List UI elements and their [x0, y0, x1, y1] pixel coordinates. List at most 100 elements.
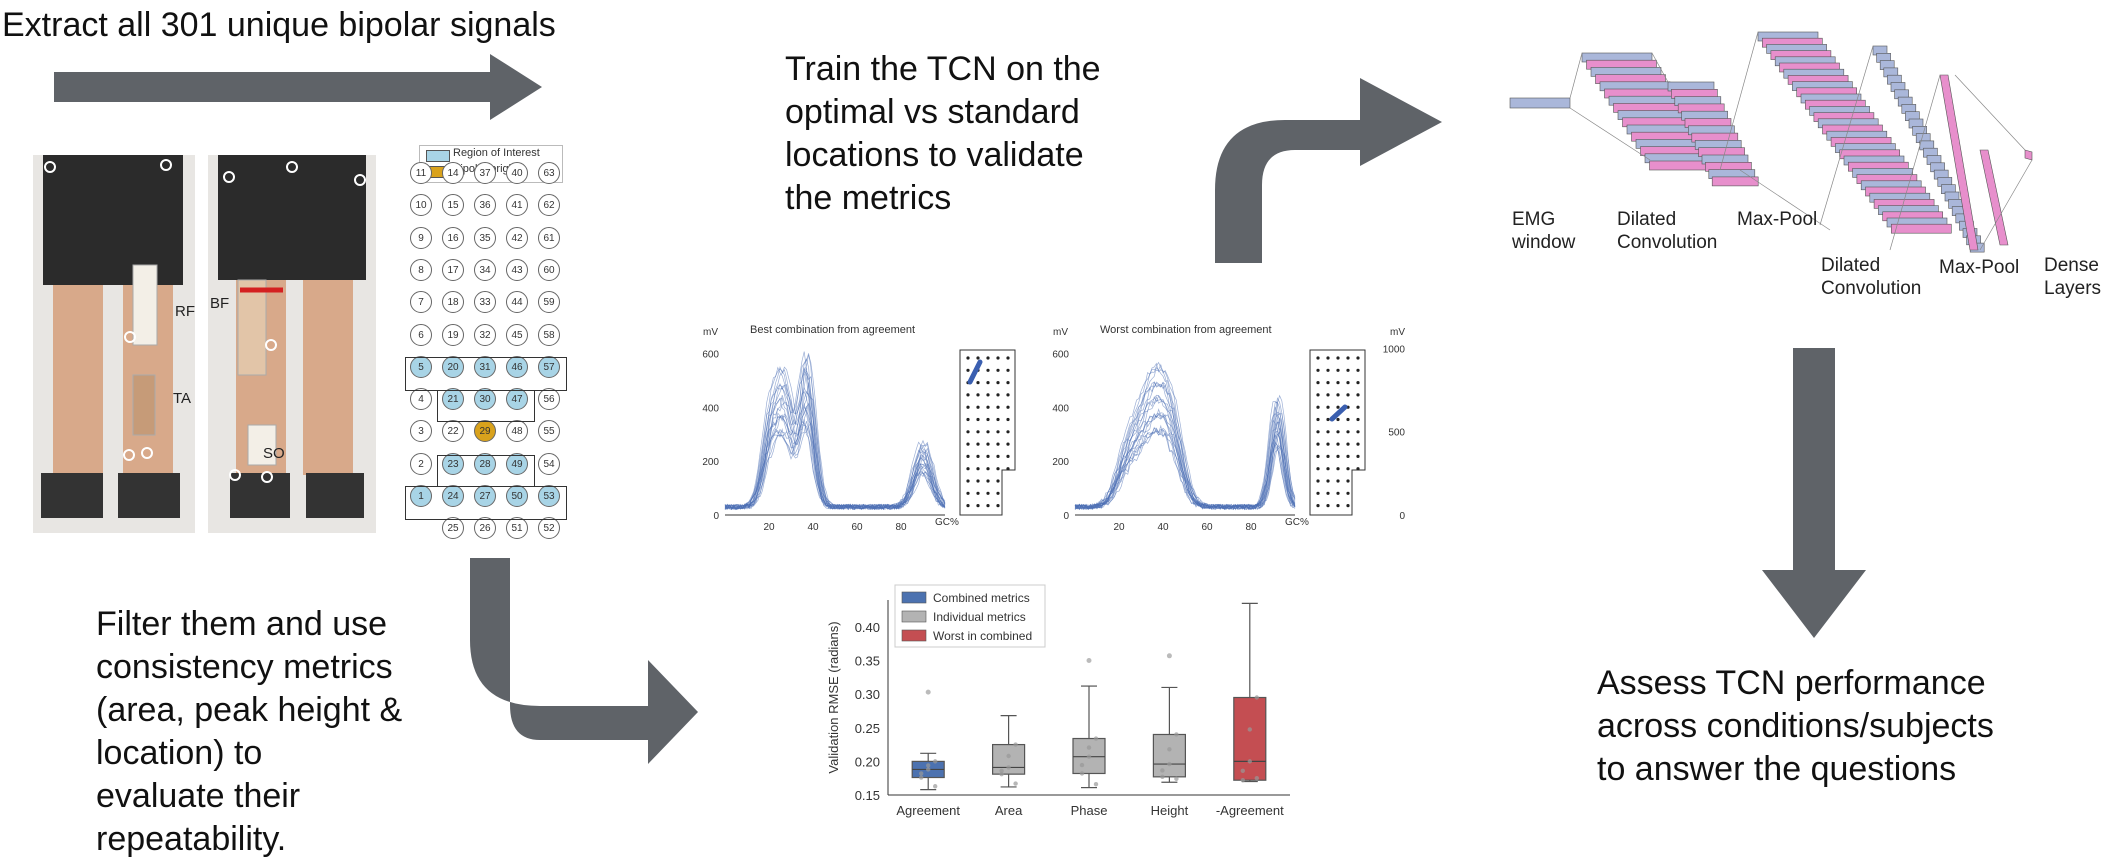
bf-label: BF	[210, 295, 230, 312]
emg-panel-2: Worst combination from agreementmV020040…	[1052, 324, 1405, 533]
electrode-58: 58	[538, 323, 560, 346]
box-point	[1254, 695, 1259, 700]
electrode-dot	[996, 467, 1000, 471]
electrode-54: 54	[538, 452, 560, 475]
electrode-dot	[1356, 430, 1360, 434]
electrode-11: 11	[410, 162, 432, 184]
electrode-31: 31	[474, 355, 496, 378]
emg-unit: mV	[1053, 327, 1068, 338]
box-ytick: 0.25	[855, 721, 880, 736]
arrow-to-tcn	[1215, 78, 1442, 263]
box-1: Agreement	[896, 689, 960, 818]
electrode-dot	[1346, 356, 1350, 360]
label-emg-window: EMG window	[1512, 209, 1576, 253]
electrode-dot	[1356, 442, 1360, 446]
emg-trace	[1074, 427, 1296, 510]
back-leg-photo: BF SO	[208, 155, 376, 533]
electrode-24: 24	[442, 485, 464, 507]
electrode-map-1	[959, 349, 1016, 516]
electrode-dot	[1006, 417, 1010, 422]
electrode-dot	[1346, 381, 1350, 385]
connector-line	[1979, 159, 2033, 251]
box-point	[1240, 768, 1245, 773]
electrode-dot	[986, 430, 990, 434]
box-body	[992, 743, 1026, 775]
box-point	[919, 771, 924, 776]
extract-text: Extract all 301 unique bipolar signals	[2, 6, 556, 44]
electrode-dot	[1326, 405, 1330, 409]
electrode-dot	[966, 393, 970, 397]
electrode-dot	[1006, 454, 1010, 458]
electrode-19: 19	[442, 323, 464, 346]
electrode-dot	[1346, 467, 1350, 471]
electrode-dot	[1316, 368, 1320, 372]
electrode-dot	[1346, 417, 1350, 422]
electrode-dot	[1006, 356, 1010, 360]
electrode-dot	[1336, 405, 1340, 409]
electrode-52: 52	[538, 517, 560, 540]
electrode-16: 16	[442, 226, 464, 249]
electrode-dot	[1336, 454, 1340, 458]
emg-right-ytick: 1000	[1383, 344, 1406, 355]
max-pool-1-block	[1711, 176, 1759, 187]
box-point	[999, 771, 1004, 777]
electrode-dot	[1316, 417, 1320, 422]
back-leg-illustration	[208, 155, 376, 533]
electrode-dot	[1336, 430, 1340, 434]
worst-electrode-pair	[1329, 404, 1348, 422]
electrode-9: 9	[410, 226, 432, 249]
electrode-37: 37	[474, 162, 496, 184]
electrode-dot	[1336, 417, 1340, 422]
electrode-55: 55	[538, 420, 560, 443]
emg-ytick: 0	[713, 511, 719, 522]
dense-layer	[1979, 149, 2009, 246]
electrode-dot	[1336, 467, 1340, 471]
electrode-48: 48	[506, 420, 528, 443]
electrode-dot	[1336, 491, 1340, 495]
electrode-dot	[986, 479, 990, 483]
electrode-dot	[976, 430, 980, 434]
electrode-56: 56	[538, 388, 560, 411]
electrode-dot	[1316, 356, 1320, 360]
electrode-50: 50	[506, 485, 528, 507]
electrode-20: 20	[442, 355, 464, 378]
electrode-dot	[986, 368, 990, 372]
label-max-pool-1: Max-Pool	[1737, 209, 1818, 230]
electrode-dot	[1356, 417, 1360, 422]
label-max-pool-2: Max-Pool	[1939, 257, 2020, 278]
box-outlier	[1086, 658, 1092, 664]
electrode-dot	[966, 442, 970, 446]
box-point	[1167, 761, 1172, 767]
electrode-dot	[1316, 491, 1320, 495]
box-point	[1247, 759, 1252, 764]
electrode-dot	[986, 356, 990, 360]
electrode-dot	[1346, 504, 1350, 508]
electrode-dot	[1326, 356, 1330, 360]
electrode-dot	[966, 356, 970, 360]
arrow-to-boxplot	[470, 558, 698, 764]
roi-box-top	[405, 357, 567, 391]
dilated-conv-2-block	[1890, 223, 1952, 234]
emg-right-unit: mV	[1390, 327, 1405, 338]
emg-xtick: 40	[807, 522, 819, 533]
electrode-dot	[1006, 442, 1010, 446]
electrode-dot	[966, 454, 970, 458]
electrode-dot	[986, 442, 990, 446]
electrode-dot	[996, 405, 1000, 409]
label-dilated-conv-2: Dilated Convolution	[1821, 255, 1922, 299]
electrode-dot	[996, 454, 1000, 458]
dilated-conv-2	[1757, 31, 1952, 234]
legend-label: Combined metrics	[933, 591, 1030, 605]
electrode-dot	[996, 504, 1000, 508]
roi-swatch	[426, 150, 450, 162]
electrode-dot	[976, 479, 980, 483]
dense-layer	[2024, 149, 2033, 161]
box-xtick: Phase	[1071, 803, 1108, 818]
electrode-dot	[1316, 381, 1320, 385]
box-point	[1174, 776, 1179, 782]
electrode-57: 57	[538, 355, 560, 378]
electrode-46: 46	[506, 355, 528, 378]
box-point	[1240, 778, 1245, 783]
electrode-dot	[976, 491, 980, 495]
electrode-dot	[1336, 504, 1340, 508]
